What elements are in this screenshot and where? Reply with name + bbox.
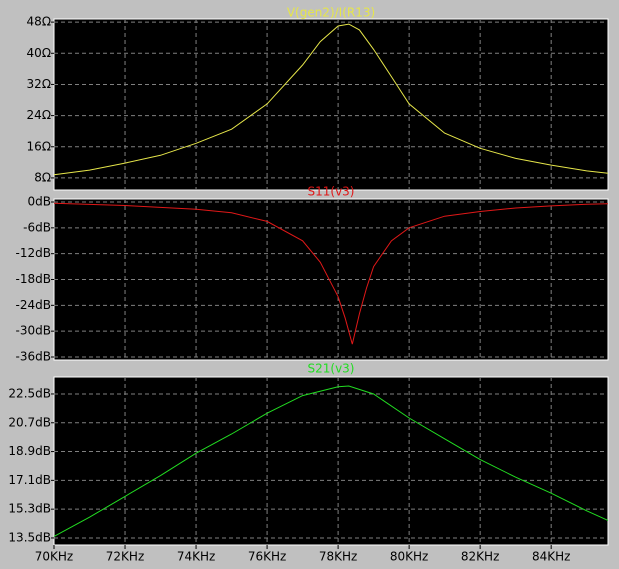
y-tick-label: -12dB	[16, 246, 51, 260]
x-tick-label: 70KHz	[35, 550, 73, 564]
trace-title: S11(v3)	[308, 185, 355, 199]
x-tick-label: 80KHz	[390, 550, 428, 564]
x-tick-label: 84KHz	[532, 550, 570, 564]
plot-area	[53, 18, 609, 191]
y-tick-label: 0dB	[28, 195, 51, 209]
trace-title: V(gen2)/I(R13)	[287, 6, 375, 20]
trace-title: S21(v3)	[308, 362, 355, 376]
x-tick-label: 72KHz	[106, 550, 144, 564]
y-tick-label: 40Ω	[27, 46, 51, 60]
y-tick-label: -18dB	[16, 272, 51, 286]
x-tick-label: 74KHz	[177, 550, 215, 564]
y-tick-label: -24dB	[16, 298, 51, 312]
y-tick-label: 13.5dB	[8, 530, 51, 544]
y-tick-label: 48Ω	[27, 15, 51, 29]
y-tick-label: 32Ω	[27, 77, 51, 91]
trace-line	[53, 202, 609, 345]
x-tick-label: 82KHz	[461, 550, 499, 564]
y-tick-label: 22.5dB	[8, 386, 51, 400]
y-tick-label: 15.3dB	[8, 502, 51, 516]
x-tick-label: 76KHz	[248, 550, 286, 564]
y-tick-label: -36dB	[16, 349, 51, 363]
y-tick-label: -6dB	[23, 220, 51, 234]
y-tick-label: 17.1dB	[8, 473, 51, 487]
y-tick-label: -30dB	[16, 324, 51, 338]
y-tick-label: 16Ω	[27, 139, 51, 153]
trace-line	[53, 23, 609, 176]
y-tick-label: 18.9dB	[8, 444, 51, 458]
trace-line	[53, 385, 609, 537]
y-tick-label: 20.7dB	[8, 415, 51, 429]
plot-area	[53, 376, 609, 546]
y-tick-label: 8Ω	[34, 170, 51, 184]
y-tick-label: 24Ω	[27, 108, 51, 122]
x-tick-label: 78KHz	[319, 550, 357, 564]
